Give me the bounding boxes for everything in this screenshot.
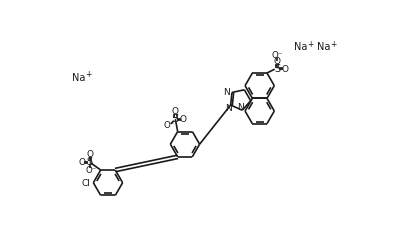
Text: O: O (172, 107, 179, 116)
Text: S: S (87, 157, 93, 167)
Text: S: S (274, 64, 280, 74)
Text: Na: Na (294, 42, 307, 52)
Text: O⁻: O⁻ (164, 121, 175, 130)
Text: Cl: Cl (82, 179, 91, 188)
Text: O: O (273, 57, 281, 66)
Text: +: + (85, 70, 92, 79)
Text: N: N (223, 88, 230, 97)
Text: O: O (79, 158, 85, 167)
Text: O: O (180, 115, 187, 124)
Text: O⁻: O⁻ (271, 51, 282, 60)
Text: Na: Na (317, 42, 330, 52)
Text: +: + (331, 40, 337, 49)
Text: O: O (282, 65, 289, 74)
Text: N: N (237, 103, 244, 112)
Text: O⁻: O⁻ (85, 166, 96, 175)
Text: Na: Na (72, 73, 85, 83)
Text: N: N (225, 104, 232, 113)
Text: +: + (307, 40, 314, 49)
Text: O: O (86, 150, 93, 159)
Text: S: S (172, 114, 178, 124)
